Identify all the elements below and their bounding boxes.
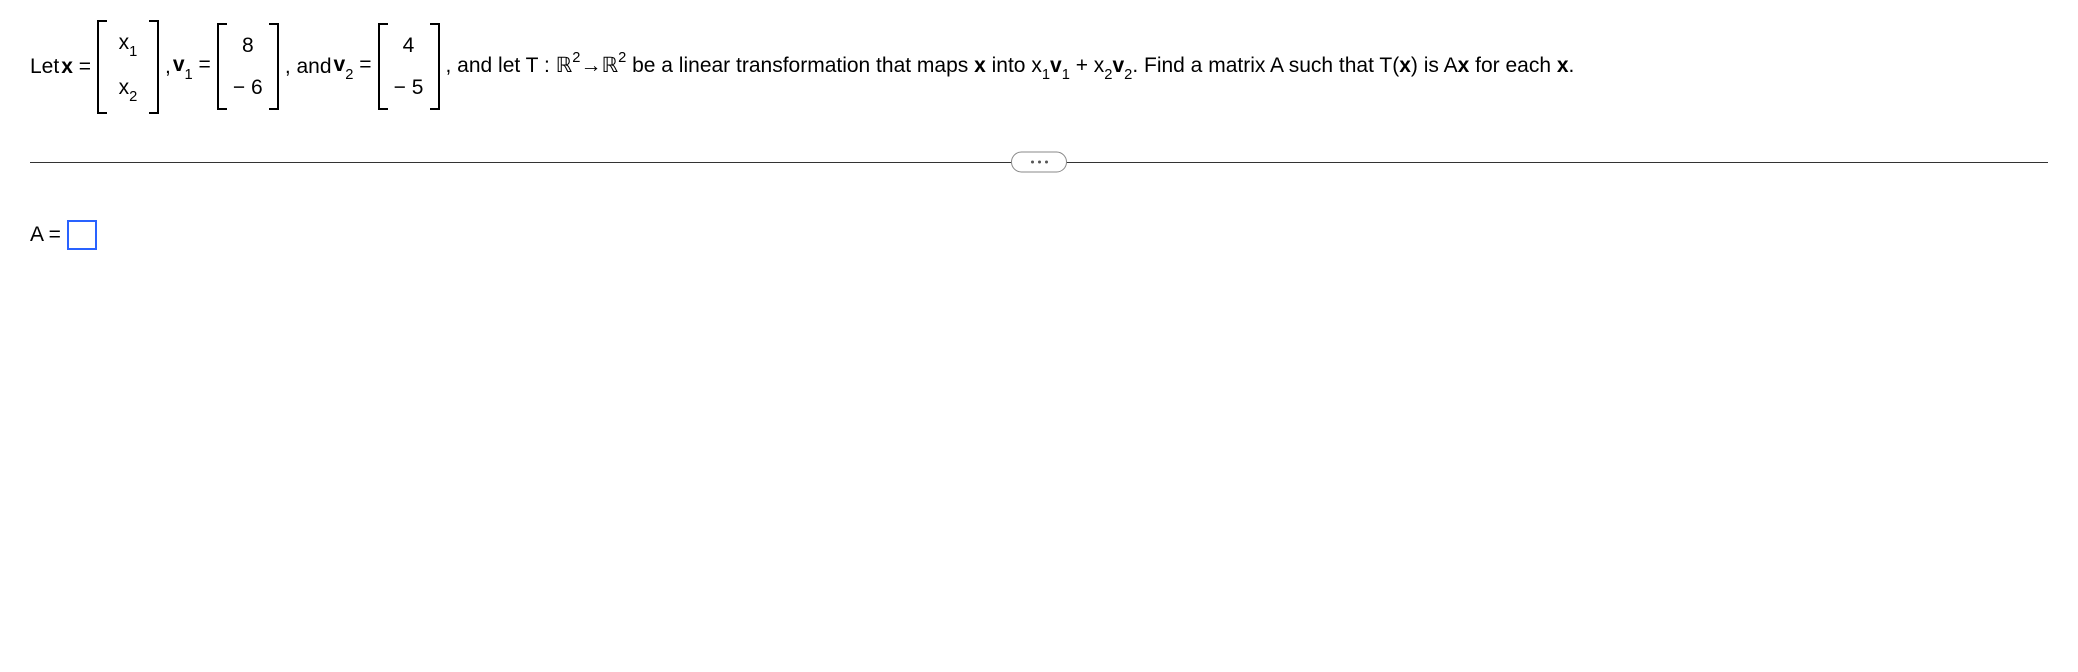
matrix-answer-input[interactable] [67, 220, 97, 250]
v1-equals: v1 = [173, 50, 211, 83]
v1-matrix: 8− 6 [217, 23, 279, 110]
matrix-cell: 8 [233, 31, 263, 60]
matrix-cell: x2 [113, 73, 143, 106]
comma-1: , [165, 52, 171, 81]
matrix-cell: 4 [394, 31, 424, 60]
answer-row: A = [30, 220, 2048, 250]
dot-icon [1031, 160, 1034, 163]
problem-statement: Let x = x1x2 , v1 = 8− 6 , and v2 = 4− 5… [30, 20, 2048, 114]
rest-of-problem: , and let T : ℝ2→ℝ2 be a linear transfor… [446, 50, 1575, 84]
and-text: , and [285, 52, 332, 81]
matrix-cell: − 6 [233, 73, 263, 102]
let-text: Let [30, 52, 59, 81]
matrix-cell: − 5 [394, 73, 424, 102]
dot-icon [1045, 160, 1048, 163]
v2-matrix: 4− 5 [378, 23, 440, 110]
section-divider [30, 149, 2048, 175]
v2-equals: v2 = [334, 50, 372, 83]
expand-button[interactable] [1011, 151, 1067, 172]
matrix-cell: x1 [113, 28, 143, 61]
x-matrix: x1x2 [97, 20, 159, 114]
answer-label: A = [30, 223, 61, 247]
x-equals: x = [61, 52, 91, 81]
dot-icon [1038, 160, 1041, 163]
